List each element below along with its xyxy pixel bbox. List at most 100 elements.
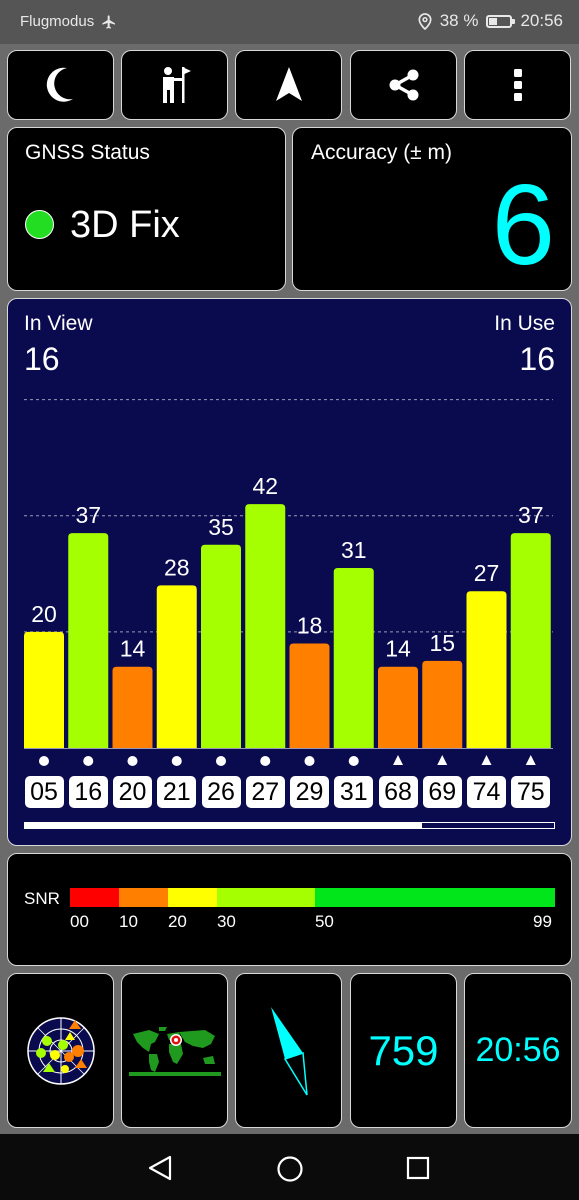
snr-bar-68 [378, 666, 418, 748]
snr-bar-31 [333, 568, 374, 748]
snr-bar-26 [201, 544, 241, 748]
navigation-bar [0, 1134, 579, 1200]
navigation-arrow-icon [275, 67, 302, 101]
gnss-status-title: GNSS Status [25, 141, 150, 164]
bar-value-label: 14 [120, 636, 146, 662]
accuracy-title: Accuracy (± m) [311, 141, 453, 164]
navigation-button[interactable] [235, 50, 342, 120]
prn-label-31: 31 [334, 776, 374, 808]
altitude-value: 759 [368, 1026, 439, 1074]
compass-needle-icon [270, 1006, 308, 1095]
accuracy-panel[interactable]: Accuracy (± m) 6 [292, 127, 572, 291]
person-flag-icon [162, 67, 191, 103]
bar-value-label: 20 [31, 601, 57, 627]
battery-percent: 38 % [439, 11, 479, 30]
back-triangle-icon[interactable] [146, 1155, 174, 1181]
bar-value-label: 35 [208, 514, 234, 540]
prn-label-27: 27 [245, 776, 285, 808]
snr-label: SNR [24, 889, 60, 908]
accuracy-value: 6 [491, 162, 555, 289]
location-pin-icon [418, 12, 432, 30]
battery-icon [486, 14, 516, 28]
clock-tile[interactable]: 20:56 [464, 973, 572, 1128]
snr-scale-segment [167, 888, 217, 907]
snr-tick-label: 00 [70, 912, 89, 931]
prn-label-29: 29 [290, 776, 329, 808]
bar-value-label: 37 [518, 502, 544, 528]
snr-bar-05 [24, 631, 64, 748]
bar-value-label: 18 [297, 612, 323, 638]
status-bar: Flugmodus 38 % 20:56 [0, 0, 579, 44]
home-circle-icon[interactable] [276, 1155, 304, 1183]
gnss-status-panel[interactable]: GNSS Status 3D Fix [7, 127, 286, 291]
snr-bar-75 [510, 533, 551, 748]
sbas-marker-icon [393, 755, 403, 765]
status-time: 20:56 [520, 11, 563, 30]
clock-value: 20:56 [475, 1031, 561, 1069]
recents-square-icon[interactable] [406, 1156, 430, 1180]
prn-label-16: 16 [68, 776, 108, 808]
share-button[interactable] [350, 50, 457, 120]
snr-legend-panel: SNR [7, 853, 572, 966]
snr-scale-segment [70, 888, 119, 907]
moon-icon [46, 67, 73, 102]
snr-bar-21 [156, 585, 197, 748]
night-mode-button[interactable] [7, 50, 114, 120]
snr-tick-label: 30 [216, 912, 236, 931]
snr-bar-chart: 20 37 14 28 35 42 18 31 14 15 27 37 [24, 399, 553, 766]
person-flag-button[interactable] [121, 50, 228, 120]
bar-value-label: 31 [341, 537, 367, 563]
snr-color-scale [70, 888, 555, 907]
in-view-count: 16 [24, 341, 60, 377]
more-menu-button[interactable] [464, 50, 571, 120]
bar-value-label: 28 [164, 554, 190, 580]
snr-bar-20 [112, 666, 153, 748]
satellite-scrollbar[interactable] [24, 822, 555, 829]
in-use-dot-icon [39, 756, 49, 766]
bar-value-label: 37 [75, 502, 101, 528]
sbas-marker-icon [525, 755, 536, 765]
snr-bar-27 [245, 504, 286, 748]
snr-tick-label: 50 [314, 912, 334, 931]
snr-tick-label: 99 [533, 912, 552, 931]
airplane-icon [102, 14, 116, 29]
fix-status-text: 3D Fix [70, 204, 180, 246]
snr-tick-label: 10 [118, 912, 138, 931]
sbas-marker-icon [437, 755, 448, 765]
in-use-label: In Use [494, 312, 555, 335]
bar-value-label: 42 [252, 473, 278, 499]
status-mode-text: Flugmodus [20, 13, 95, 30]
snr-scale-segment [216, 888, 315, 907]
in-use-dot-icon [127, 756, 138, 766]
snr-scale-segment [118, 888, 168, 907]
in-use-dot-icon [304, 756, 315, 766]
prn-label-69: 69 [422, 776, 462, 808]
prn-label-68: 68 [378, 776, 418, 808]
snr-bar-29 [289, 643, 330, 748]
snr-bar-16 [68, 533, 109, 748]
prn-label-74: 74 [467, 776, 506, 808]
more-vertical-icon [513, 69, 522, 101]
world-map-icon [128, 1026, 221, 1076]
in-use-dot-icon [216, 756, 226, 766]
prn-label-05: 05 [24, 776, 64, 808]
fix-indicator-dot [25, 210, 54, 239]
bar-value-label: 15 [429, 630, 455, 656]
snr-scale-segment [314, 888, 555, 907]
prn-label-75: 75 [511, 776, 551, 808]
in-view-label: In View [24, 312, 93, 335]
in-use-dot-icon [83, 756, 94, 766]
bar-value-label: 14 [385, 636, 411, 662]
altitude-tile[interactable]: 759 [350, 973, 457, 1128]
world-map-tile[interactable] [121, 973, 228, 1128]
snr-tick-label: 20 [167, 912, 187, 931]
bar-value-label: 27 [474, 560, 500, 586]
in-use-dot-icon [348, 756, 359, 766]
sky-plot-icon [26, 1016, 95, 1085]
snr-bar-74 [466, 591, 507, 748]
snr-bar-69 [422, 660, 463, 748]
share-icon [389, 69, 418, 101]
prn-label-21: 21 [157, 776, 197, 808]
sky-plot-tile[interactable] [7, 973, 114, 1128]
compass-tile[interactable] [235, 973, 342, 1128]
